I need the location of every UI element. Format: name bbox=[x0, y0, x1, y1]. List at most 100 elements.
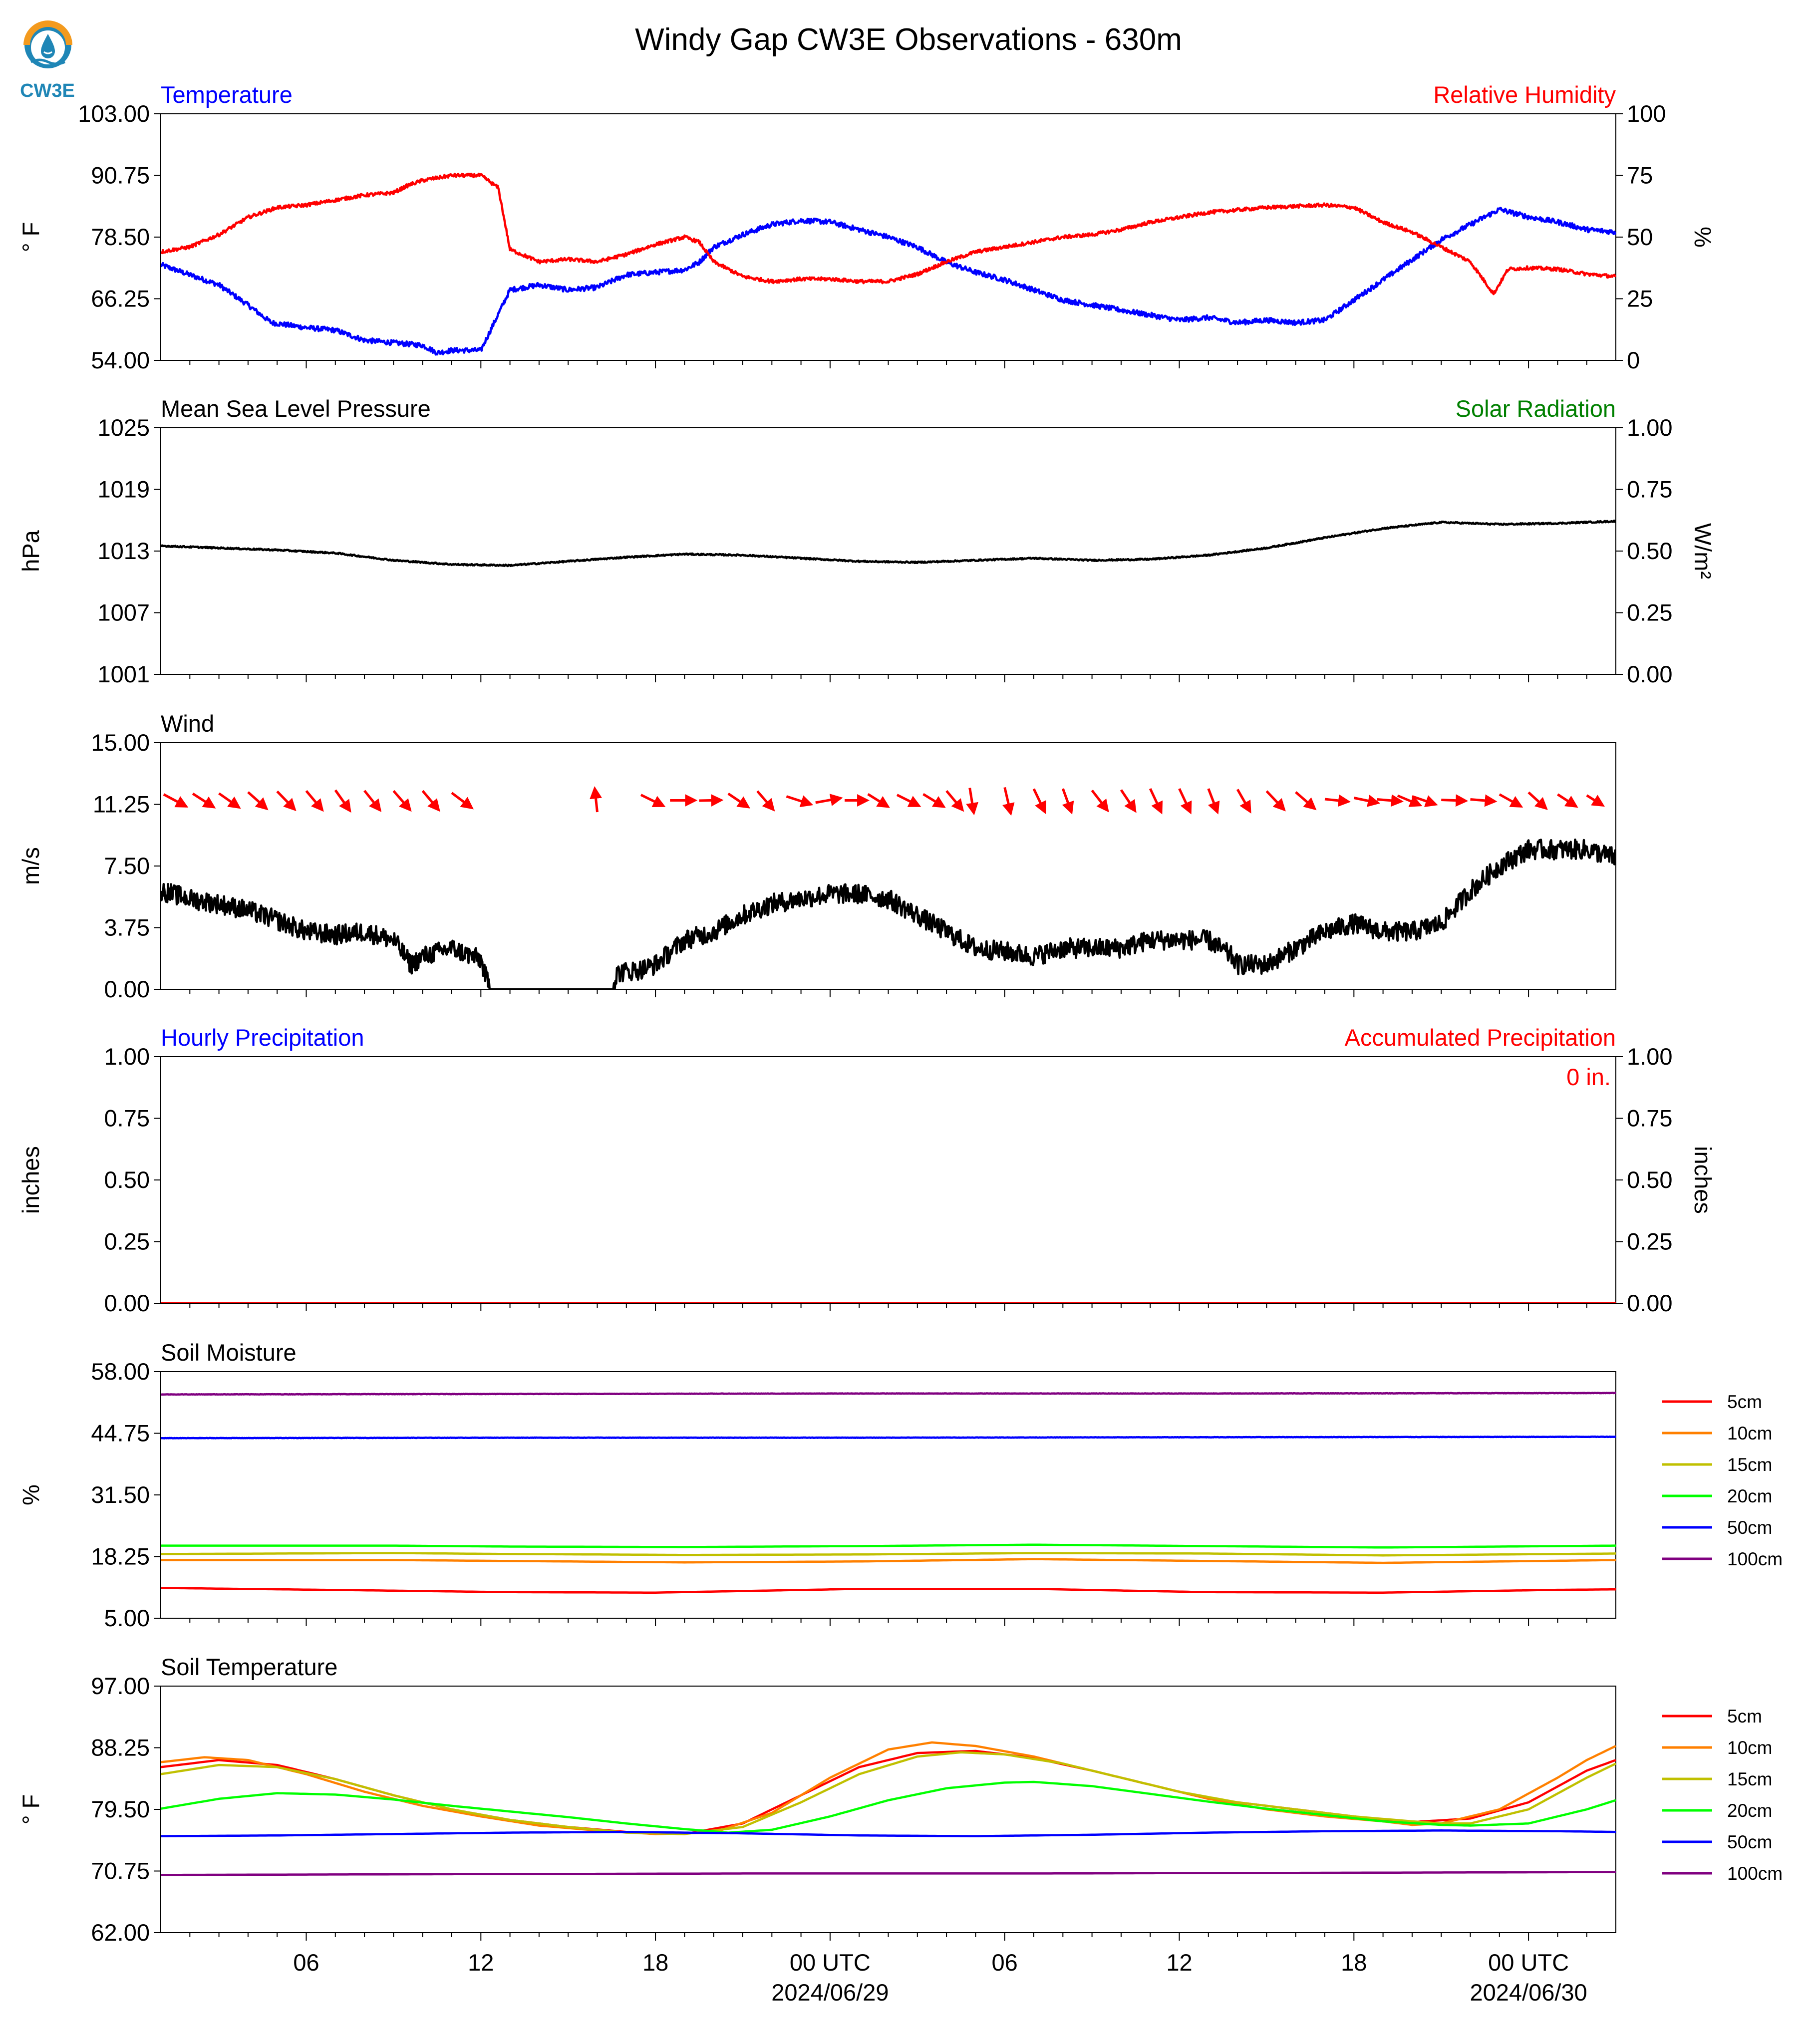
y-tick-label: 97.00 bbox=[91, 1673, 150, 1699]
wind-arrow bbox=[945, 790, 964, 812]
wind-arrow bbox=[1353, 795, 1381, 807]
wind-arrow bbox=[966, 788, 978, 816]
wind-arrow bbox=[392, 790, 412, 812]
y-tick-label: 1001 bbox=[97, 661, 150, 687]
wind-arrow bbox=[1397, 794, 1423, 807]
wind-arrow bbox=[1499, 793, 1523, 808]
wind-arrow bbox=[922, 793, 946, 808]
legend: 5cm 10cm 15cm 20cm 50cm 100cm bbox=[1662, 1392, 1783, 1569]
x-tick-date: 2024/06/30 bbox=[1470, 1979, 1587, 2006]
plot-area bbox=[161, 172, 1616, 356]
y-tick-label: 79.50 bbox=[91, 1796, 150, 1822]
panel-wind: Wind 15.00 11.25 7.50 3.75 0.00 m/s bbox=[17, 710, 1616, 1002]
legend-label: 100cm bbox=[1727, 1863, 1783, 1884]
series-line-wind-speed bbox=[161, 839, 1616, 989]
wind-arrow bbox=[421, 790, 440, 812]
wind-arrow bbox=[334, 789, 351, 813]
series-line-20cm bbox=[161, 1780, 1616, 1834]
y2-tick-label: 1.00 bbox=[1627, 1043, 1672, 1070]
wind-arrow bbox=[1557, 793, 1578, 808]
wind-arrow bbox=[1470, 794, 1498, 807]
y-tick-label: 31.50 bbox=[91, 1481, 150, 1508]
y-tick-label: 88.25 bbox=[91, 1735, 150, 1761]
wind-arrow bbox=[815, 794, 843, 806]
accumulated-total-label: 0 in. bbox=[1566, 1064, 1611, 1090]
y-tick-label: 70.75 bbox=[91, 1858, 150, 1884]
y-tick-label: 11.25 bbox=[93, 791, 150, 818]
y-axis-label: % bbox=[17, 1484, 44, 1505]
panel-precip: Hourly Precipitation Accumulated Precipit… bbox=[17, 1024, 1716, 1316]
y-tick-label: 1019 bbox=[97, 476, 150, 503]
wind-arrow bbox=[1324, 794, 1351, 807]
y-tick-label: 18.25 bbox=[91, 1543, 150, 1570]
series-line-10cm bbox=[161, 1558, 1616, 1564]
y-axis-label: ° F bbox=[17, 1794, 44, 1825]
wind-arrow bbox=[1061, 788, 1074, 815]
wind-arrow bbox=[640, 794, 666, 807]
panel-title-right: Accumulated Precipitation bbox=[1345, 1024, 1616, 1051]
panel-title-left: Soil Moisture bbox=[161, 1339, 297, 1366]
x-tick-date: 2024/06/29 bbox=[771, 1979, 889, 2006]
y-tick-label: 44.75 bbox=[91, 1420, 150, 1447]
panel-title-left: Hourly Precipitation bbox=[161, 1024, 364, 1051]
y-tick-label: 3.75 bbox=[104, 914, 150, 941]
y-axis-label: inches bbox=[17, 1146, 44, 1214]
wind-arrow bbox=[1265, 790, 1286, 812]
y-axis-label: hPa bbox=[17, 530, 44, 572]
panel-pressure: Mean Sea Level Pressure Solar Radiation 10… bbox=[17, 395, 1716, 687]
wind-arrow bbox=[1002, 787, 1015, 816]
x-tick-label: 06 bbox=[992, 1949, 1018, 1976]
wind-arrow bbox=[1120, 789, 1137, 813]
wind-arrow bbox=[1178, 788, 1192, 815]
series-line-20cm bbox=[161, 1543, 1616, 1549]
y-axis-label: m/s bbox=[17, 847, 44, 885]
wind-arrow bbox=[896, 794, 921, 807]
y-tick-label: 66.25 bbox=[91, 286, 150, 312]
series-line-15cm bbox=[161, 1552, 1616, 1557]
legend-label: 5cm bbox=[1727, 1706, 1762, 1727]
panel-title-left: Wind bbox=[161, 710, 214, 737]
y2-tick-label: 25 bbox=[1627, 286, 1653, 312]
series-line-15cm bbox=[161, 1751, 1616, 1835]
y-tick-label: 1.00 bbox=[104, 1043, 150, 1070]
y2-axis-label: W/m² bbox=[1690, 523, 1716, 579]
series-line-mean-sea-level-pressure bbox=[161, 520, 1616, 568]
series-line-5cm bbox=[161, 1587, 1616, 1594]
legend-label: 100cm bbox=[1727, 1549, 1783, 1569]
wind-arrow bbox=[699, 794, 724, 807]
cw3e-logo: CW3E bbox=[20, 20, 75, 101]
x-tick-label: 00 UTC bbox=[790, 1949, 871, 1976]
panel-title-right: Relative Humidity bbox=[1433, 81, 1616, 108]
y-tick-label: 5.00 bbox=[104, 1605, 150, 1631]
wind-arrow bbox=[363, 790, 382, 812]
wind-arrow bbox=[247, 791, 269, 811]
y2-tick-label: 50 bbox=[1627, 224, 1653, 250]
legend-label: 5cm bbox=[1727, 1392, 1762, 1412]
wind-arrow bbox=[451, 792, 474, 810]
y2-tick-label: 100 bbox=[1627, 100, 1666, 127]
legend-label: 50cm bbox=[1727, 1832, 1772, 1852]
wind-arrow bbox=[1527, 791, 1548, 810]
y-tick-label: 62.00 bbox=[91, 1919, 150, 1946]
y2-tick-label: 1.00 bbox=[1627, 414, 1672, 441]
panel-soil_temp: Soil Temperature 97.00 88.25 79.50 70.75 62.0… bbox=[17, 1654, 1783, 1946]
series-line-temperature bbox=[161, 207, 1616, 356]
panel-soil_moisture: Soil Moisture 58.00 44.75 31.50 18.25 5.00% 5c… bbox=[17, 1339, 1783, 1631]
x-tick-label: 12 bbox=[468, 1949, 494, 1976]
wind-arrow bbox=[727, 792, 750, 809]
y2-tick-label: 0.25 bbox=[1627, 1228, 1672, 1255]
y2-axis-label: inches bbox=[1690, 1146, 1716, 1214]
wind-arrow bbox=[276, 790, 297, 812]
wind-arrow bbox=[192, 792, 216, 809]
y-axis-label: ° F bbox=[17, 222, 44, 253]
legend-label: 10cm bbox=[1727, 1423, 1772, 1444]
y-tick-label: 0.75 bbox=[104, 1105, 150, 1132]
y2-tick-label: 75 bbox=[1627, 162, 1653, 189]
wind-arrow bbox=[590, 786, 603, 813]
y-tick-label: 78.50 bbox=[91, 224, 150, 250]
plot-area bbox=[161, 1392, 1616, 1594]
wind-arrow bbox=[305, 790, 324, 812]
x-tick-label: 06 bbox=[293, 1949, 319, 1976]
wind-arrow bbox=[756, 790, 775, 812]
